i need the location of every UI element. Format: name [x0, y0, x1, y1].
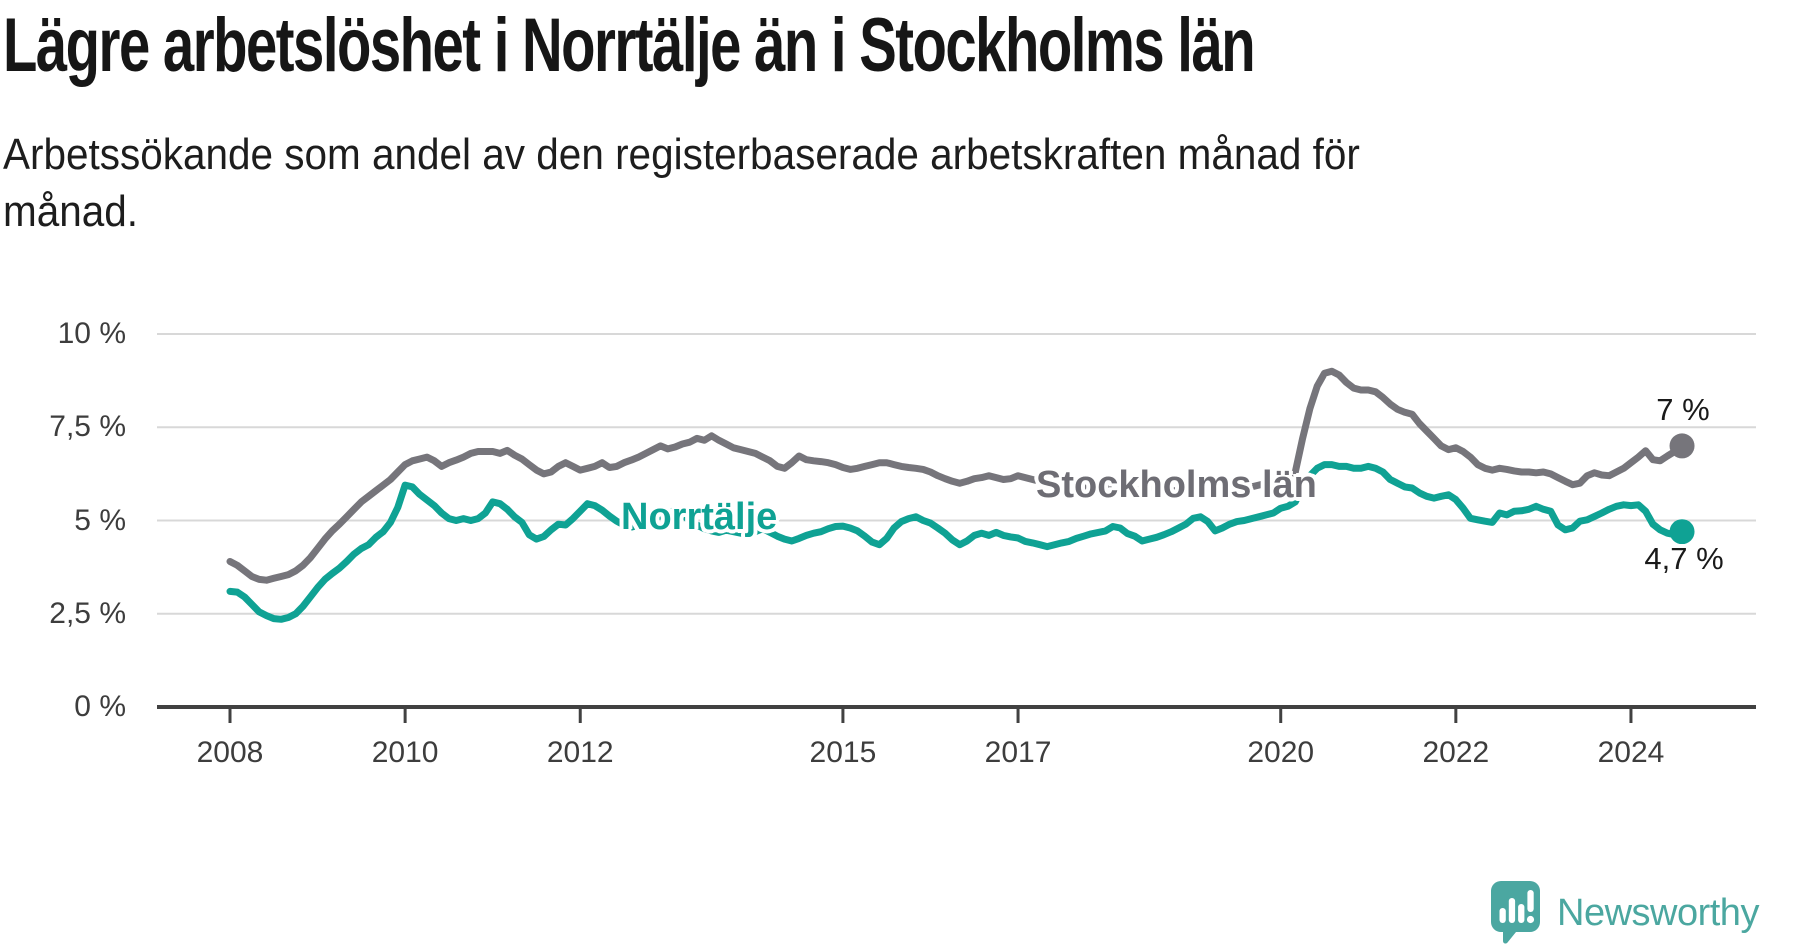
x-axis-tick-label: 2008	[196, 736, 264, 769]
newsworthy-logo: Newsworthy	[1490, 880, 1759, 946]
y-axis-tick-label: 10 %	[57, 317, 126, 350]
x-axis-tick-label: 2015	[809, 736, 877, 769]
x-axis-tick-label: 2022	[1422, 736, 1490, 769]
end-value-label-stockholms-lan: 7 %	[1656, 392, 1710, 427]
x-axis-tick-label: 2020	[1247, 736, 1315, 769]
y-axis-tick-label: 2,5 %	[49, 596, 126, 630]
chart-subtitle: Arbetssökande som andel av den registerb…	[3, 126, 1360, 240]
x-axis-tick-label: 2012	[546, 736, 614, 769]
end-value-label-norrtalje: 4,7 %	[1644, 541, 1724, 576]
newsworthy-logo-text: Newsworthy	[1557, 891, 1759, 934]
y-axis-tick-label: 7,5 %	[49, 410, 126, 444]
newsworthy-bubble-icon	[1491, 881, 1540, 944]
chart-subtitle-line2: månad.	[3, 187, 139, 236]
x-axis-tick-label: 2010	[371, 736, 439, 769]
series-label-norrtalje: Norrtälje	[621, 496, 778, 538]
series-label-stockholms-lan: Stockholms län	[1036, 464, 1317, 506]
chart-subtitle-line1: Arbetssökande som andel av den registerb…	[3, 130, 1360, 179]
page-title: Lägre arbetslöshet i Norrtälje än i Stoc…	[3, 3, 1256, 88]
y-axis-tick-label: 5 %	[74, 503, 126, 537]
x-axis-tick-label: 2017	[984, 736, 1052, 769]
x-axis-tick-label: 2024	[1597, 736, 1665, 769]
y-axis-tick-label: 0 %	[74, 690, 126, 723]
